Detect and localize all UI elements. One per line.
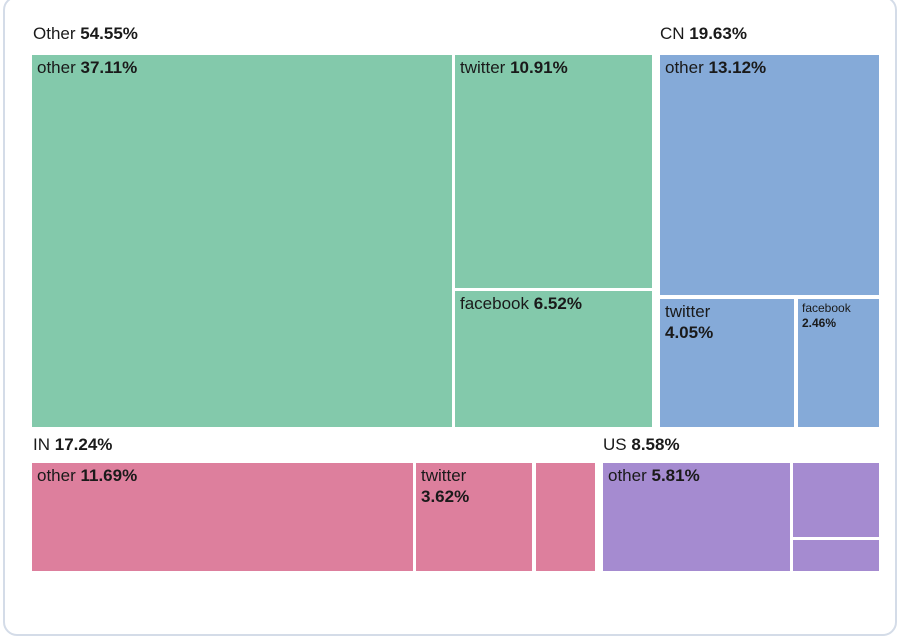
cell-label: twitter	[460, 58, 506, 77]
cell-value: 10.91%	[510, 58, 568, 77]
cell-value: 2.46%	[802, 316, 837, 330]
treemap-cell-us-unlabeled-1[interactable]	[793, 463, 879, 537]
cell-label: other	[37, 58, 76, 77]
treemap-cell-cn-facebook[interactable]: facebook 2.46%	[798, 299, 879, 427]
cell-value: 6.52%	[533, 294, 582, 313]
treemap-cell-other-other[interactable]: other 37.11%	[32, 55, 452, 427]
treemap-cell-in-twitter[interactable]: twitter 3.62%	[416, 463, 532, 571]
group-header-in: IN 17.24%	[33, 434, 112, 456]
cell-value: 13.12%	[708, 58, 767, 77]
group-header-other: Other 54.55%	[33, 23, 138, 45]
treemap-cell-in-other[interactable]: other 11.69%	[32, 463, 413, 571]
group-header-us: US 8.58%	[603, 434, 680, 456]
treemap-cell-us-other[interactable]: other 5.81%	[603, 463, 790, 571]
cell-value: 11.69%	[80, 466, 138, 485]
cell-label: facebook	[802, 301, 851, 315]
cell-value: 4.05%	[665, 323, 714, 342]
treemap-cell-cn-other[interactable]: other 13.12%	[660, 55, 879, 295]
treemap-cell-us-unlabeled-2[interactable]	[793, 540, 879, 571]
cell-label: other	[608, 466, 647, 485]
group-header-cn: CN 19.63%	[660, 23, 747, 45]
treemap-chart: Other 54.55% CN 19.63% IN 17.24% US 8.58…	[3, 0, 897, 636]
cell-value: 5.81%	[651, 466, 700, 485]
treemap-cell-other-facebook[interactable]: facebook 6.52%	[455, 291, 652, 427]
group-label: US	[603, 435, 627, 454]
group-value: 19.63%	[689, 24, 747, 43]
cell-label: facebook	[460, 294, 529, 313]
cell-value: 37.11%	[80, 58, 138, 77]
group-label: Other	[33, 24, 76, 43]
group-label: IN	[33, 435, 50, 454]
group-value: 8.58%	[631, 435, 680, 454]
cell-label: other	[665, 58, 704, 77]
group-value: 17.24%	[54, 435, 113, 454]
cell-value: 3.62%	[421, 487, 470, 506]
treemap-cell-cn-twitter[interactable]: twitter 4.05%	[660, 299, 794, 427]
group-value: 54.55%	[80, 24, 138, 43]
cell-label: other	[37, 466, 76, 485]
treemap-cell-in-unlabeled[interactable]	[536, 463, 595, 571]
group-label: CN	[660, 24, 685, 43]
cell-label: twitter	[421, 466, 467, 485]
cell-label: twitter	[665, 302, 711, 321]
treemap-cell-other-twitter[interactable]: twitter 10.91%	[455, 55, 652, 288]
